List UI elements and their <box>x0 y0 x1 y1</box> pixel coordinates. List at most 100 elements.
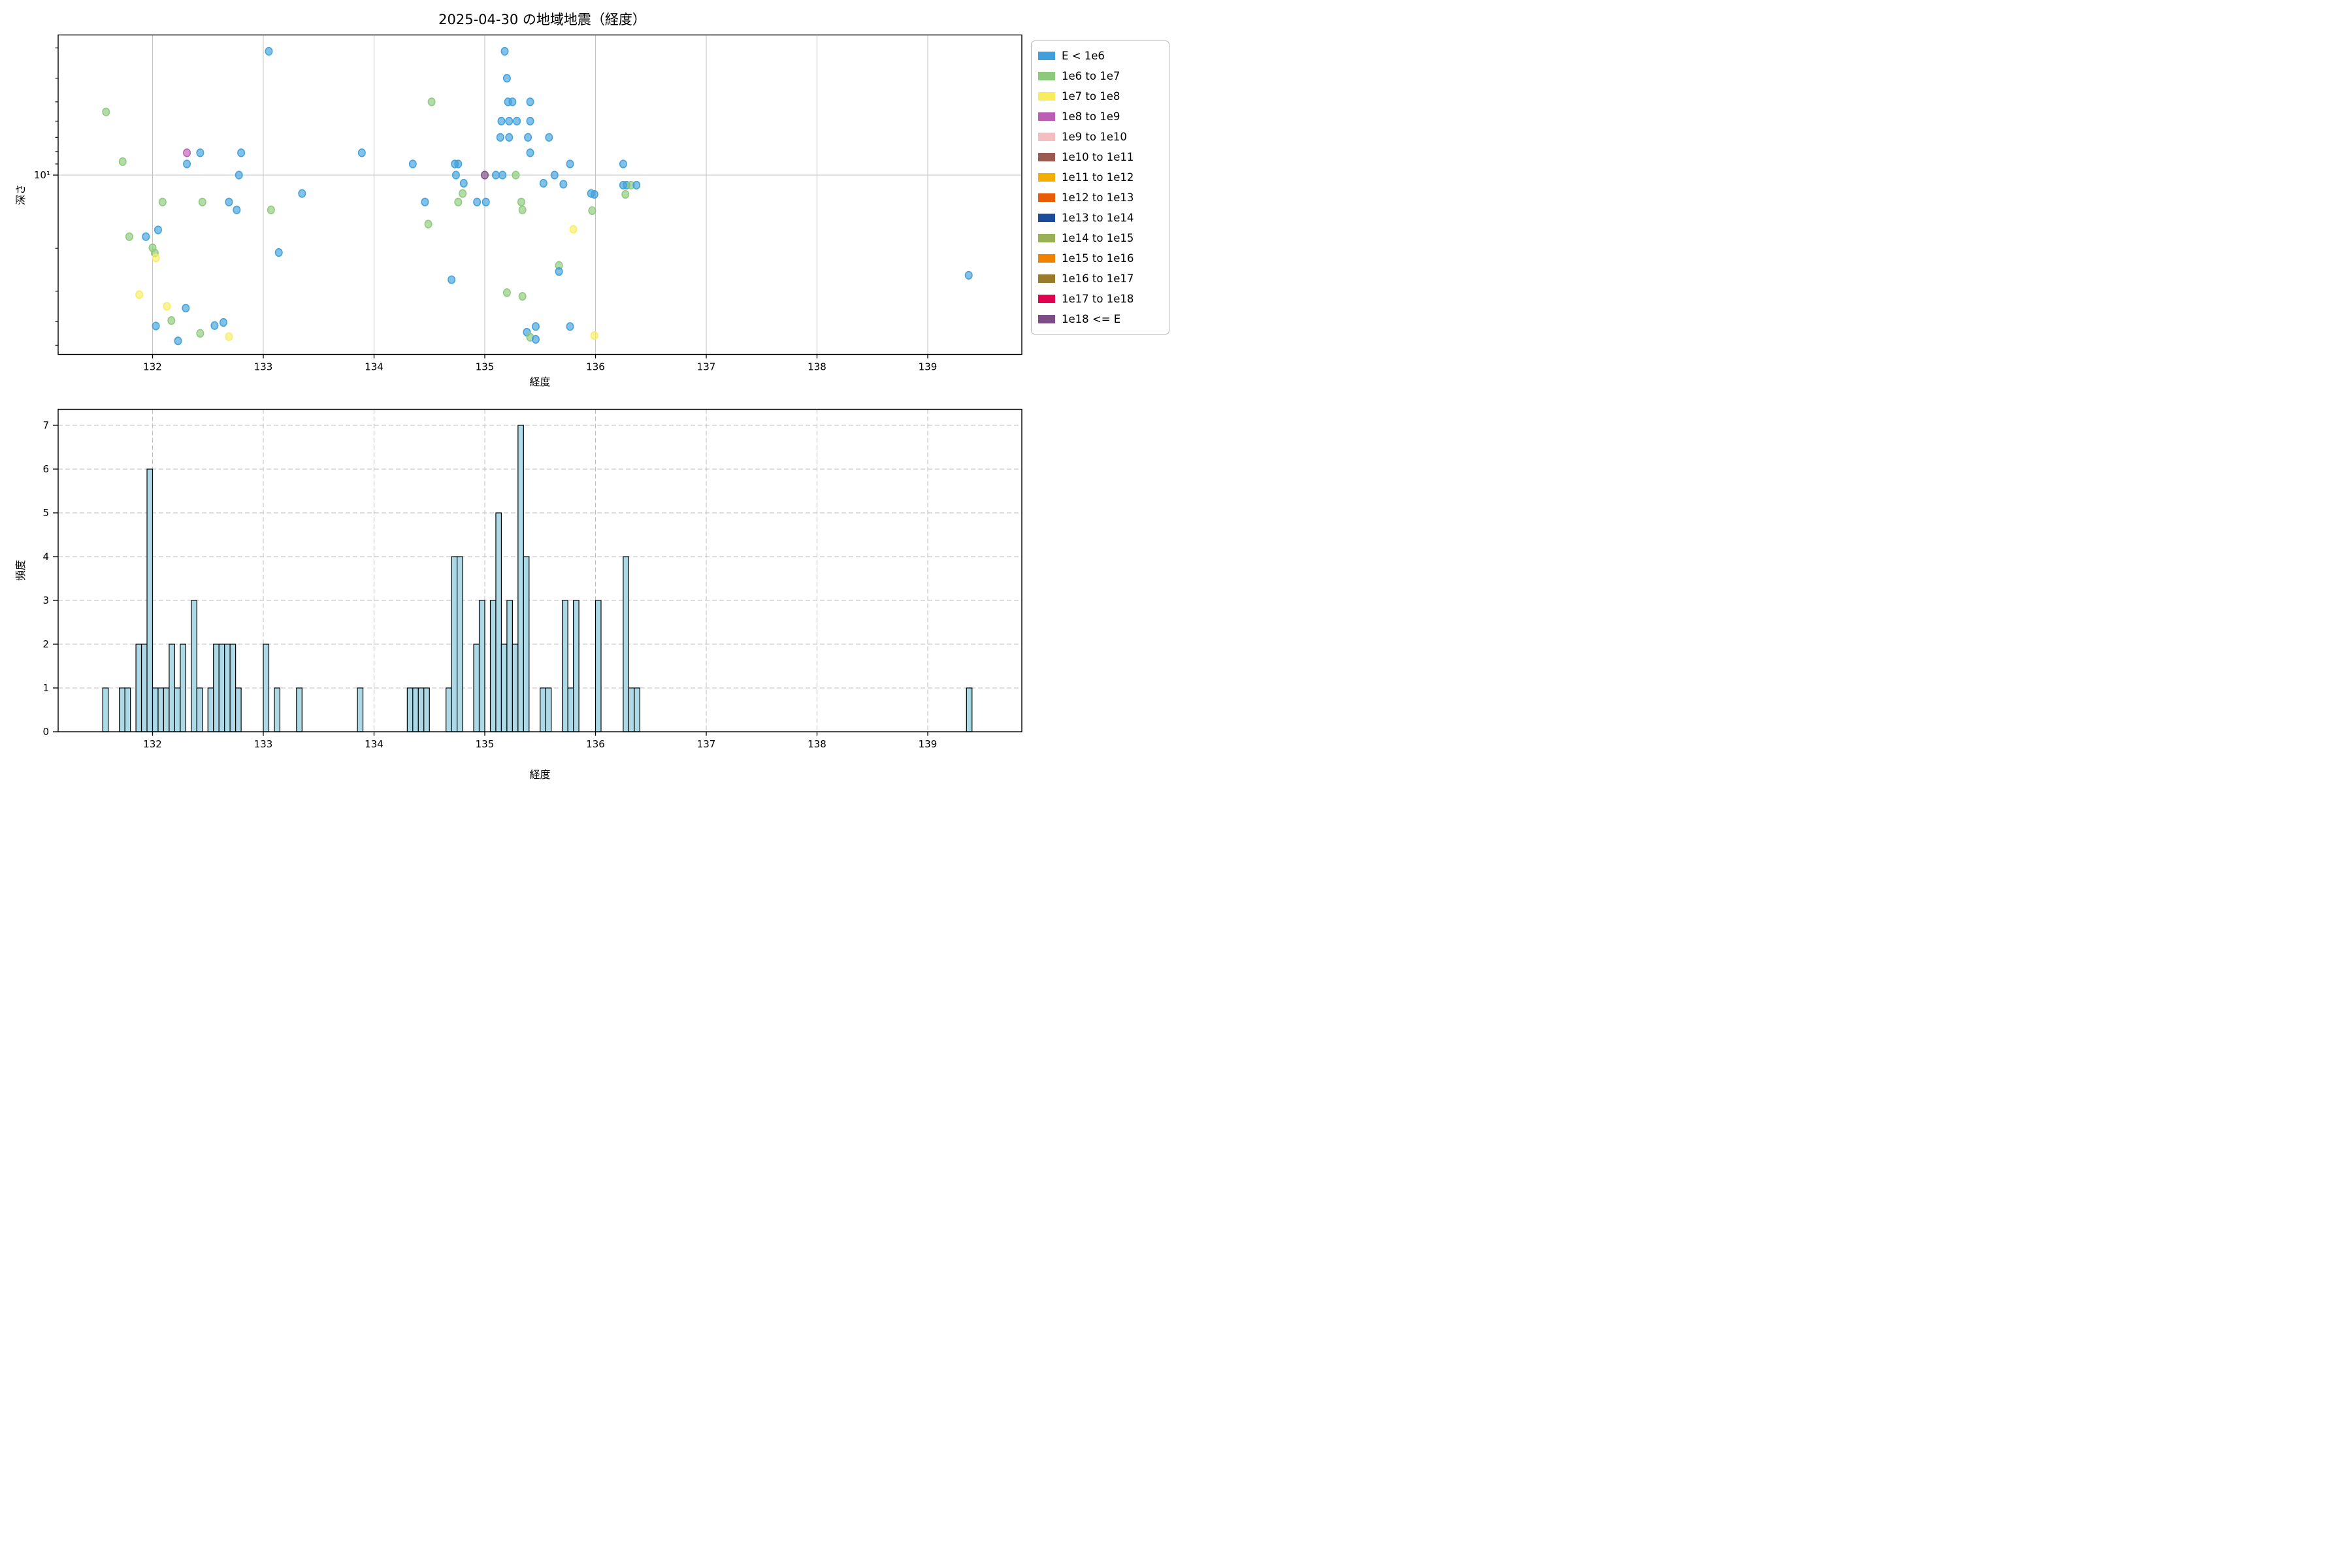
scatter-x-tick-label: 139 <box>919 361 938 373</box>
hist-bar <box>119 687 125 732</box>
scatter-point <box>459 178 468 188</box>
scatter-point <box>505 133 514 142</box>
scatter-point <box>118 157 127 166</box>
legend-item: 1e18 <= E <box>1038 310 1162 328</box>
legend-label: 1e12 to 1e13 <box>1062 191 1134 204</box>
scatter-point <box>167 316 176 325</box>
scatter-point <box>163 302 171 311</box>
scatter-point <box>496 133 504 142</box>
hist-bar <box>357 687 364 732</box>
scatter-point <box>566 322 574 331</box>
legend-swatch <box>1038 52 1055 60</box>
legend-label: 1e13 to 1e14 <box>1062 212 1134 224</box>
scatter-x-tick-label: 133 <box>254 361 273 373</box>
hist-bar <box>495 512 502 732</box>
hist-y-tick-label: 0 <box>42 726 49 738</box>
scatter-point <box>225 197 233 206</box>
hist-bar <box>152 687 159 732</box>
scatter-x-tick-label: 134 <box>365 361 384 373</box>
scatter-point <box>569 225 578 234</box>
scatter-point <box>183 159 191 169</box>
scatter-point <box>531 335 540 344</box>
scatter-x-tick-label: 136 <box>586 361 605 373</box>
scatter-point <box>298 189 306 198</box>
legend-item: 1e12 to 1e13 <box>1038 189 1162 206</box>
hist-bar <box>124 687 131 732</box>
hist-bar <box>423 687 430 732</box>
hist-bar <box>169 644 175 732</box>
legend-item: 1e10 to 1e11 <box>1038 148 1162 166</box>
scatter-point <box>621 189 630 199</box>
hist-bar <box>229 644 237 732</box>
scatter-point <box>154 225 162 235</box>
hist-bar <box>446 687 452 732</box>
scatter-point <box>235 171 243 180</box>
scatter-point <box>142 232 150 241</box>
scatter-point <box>233 205 241 214</box>
legend-swatch <box>1038 315 1055 323</box>
scatter-x-tick-label: 137 <box>697 361 716 373</box>
scatter-point <box>427 97 436 106</box>
scatter-point <box>480 171 489 180</box>
scatter-point <box>174 336 182 346</box>
hist-bar <box>506 600 513 732</box>
scatter-point <box>524 133 532 142</box>
legend-swatch <box>1038 193 1055 202</box>
hist-bar <box>512 644 519 732</box>
hist-x-tick-label: 139 <box>919 738 938 750</box>
hist-bar <box>628 687 635 732</box>
hist-bar <box>174 687 181 732</box>
hist-bar <box>572 600 580 732</box>
hist-x-tick-label: 134 <box>365 738 384 750</box>
hist-y-tick-label: 4 <box>42 551 49 563</box>
scatter-point <box>357 148 366 157</box>
scatter-point <box>497 116 506 125</box>
legend-label: 1e17 to 1e18 <box>1062 293 1134 305</box>
hist-y-tick-label: 2 <box>42 638 49 650</box>
scatter-point <box>219 318 227 327</box>
hist-bar <box>157 687 165 732</box>
scatter-point <box>555 267 563 276</box>
legend-swatch <box>1038 214 1055 222</box>
hist-bar <box>196 687 203 732</box>
scatter-point <box>526 116 534 125</box>
legend-item: 1e11 to 1e12 <box>1038 169 1162 186</box>
legend-swatch <box>1038 254 1055 263</box>
hist-bar <box>634 687 640 732</box>
hist-bar <box>540 687 546 732</box>
hist-bar <box>213 644 220 732</box>
legend-label: 1e16 to 1e17 <box>1062 272 1134 285</box>
legend-swatch <box>1038 92 1055 101</box>
scatter-point <box>198 197 206 206</box>
scatter-point <box>454 159 463 169</box>
hist-bar <box>473 644 480 732</box>
scatter-point <box>505 116 514 125</box>
hist-bar <box>545 687 552 732</box>
hist-x-tick-label: 137 <box>697 738 716 750</box>
legend-item: 1e6 to 1e7 <box>1038 67 1162 85</box>
scatter-point <box>518 205 527 214</box>
scatter-point <box>632 180 641 190</box>
scatter-point <box>182 303 190 313</box>
hist-x-tick-label: 136 <box>586 738 605 750</box>
figure-title: 2025-04-30 の地域地震（経度） <box>438 12 646 27</box>
legend-item: 1e8 to 1e9 <box>1038 108 1162 125</box>
legend-swatch <box>1038 153 1055 161</box>
hist-bar <box>567 687 574 732</box>
legend-item: 1e7 to 1e8 <box>1038 88 1162 105</box>
scatter-point <box>517 197 525 206</box>
scatter-point <box>513 116 521 125</box>
scatter-x-tick-label: 135 <box>476 361 495 373</box>
scatter-point <box>424 220 433 229</box>
hist-x-tick-label: 135 <box>476 738 495 750</box>
hist-y-tick-label: 5 <box>42 507 49 519</box>
legend-label: 1e15 to 1e16 <box>1062 252 1134 265</box>
scatter-point <box>158 197 167 206</box>
hist-y-tick-label: 1 <box>42 682 49 694</box>
scatter-point <box>590 189 598 199</box>
hist-frame <box>57 408 1022 732</box>
scatter-point <box>559 180 568 189</box>
hist-bar <box>191 600 197 732</box>
scatter-point <box>210 321 219 330</box>
legend-swatch <box>1038 234 1055 242</box>
